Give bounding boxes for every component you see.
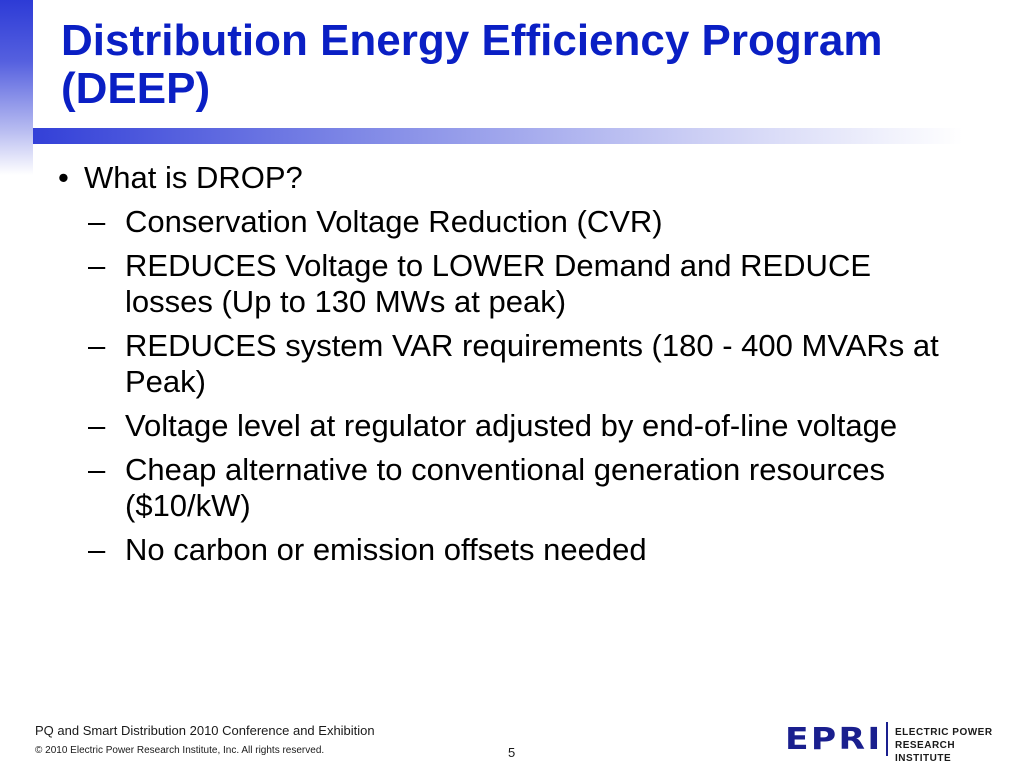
slide-title: Distribution Energy Efficiency Program (…	[61, 16, 883, 113]
sub-bullet-text: Voltage level at regulator adjusted by e…	[125, 408, 898, 443]
sub-bullet-dash: –	[88, 532, 106, 567]
bullet-text: What is DROP?	[84, 160, 303, 195]
sub-bullet-item: – REDUCES system VAR requirements (180 -…	[58, 328, 958, 400]
sub-bullet-text: No carbon or emission offsets needed	[125, 532, 647, 567]
footer-conference: PQ and Smart Distribution 2010 Conferenc…	[35, 723, 375, 738]
left-accent-band	[0, 0, 33, 175]
title-underline-gradient	[33, 128, 963, 144]
logo-wordmark: ELECTRIC POWER RESEARCH INSTITUTE	[895, 726, 1000, 765]
sub-bullet-text: Conservation Voltage Reduction (CVR)	[125, 204, 663, 239]
bullet-item: • What is DROP?	[58, 160, 958, 196]
logo-line-1: ELECTRIC POWER	[895, 727, 993, 738]
footer-copyright: © 2010 Electric Power Research Institute…	[35, 745, 325, 756]
sub-bullet-item: – Conservation Voltage Reduction (CVR)	[58, 204, 958, 240]
sub-bullet-text: REDUCES Voltage to LOWER Demand and REDU…	[125, 248, 872, 319]
page-number: 5	[508, 745, 516, 760]
sub-bullet-dash: –	[88, 328, 106, 363]
logo-line-2: RESEARCH INSTITUTE	[895, 740, 956, 764]
sub-bullet-dash: –	[88, 452, 106, 487]
epri-logo: EPRI ELECTRIC POWER RESEARCH INSTITUTE	[785, 720, 1000, 764]
sub-bullet-dash: –	[88, 408, 106, 443]
epri-logo-mark: EPRI	[785, 722, 883, 757]
sub-bullet-text: REDUCES system VAR requirements (180 - 4…	[125, 328, 939, 399]
bullet-list: • What is DROP? – Conservation Voltage R…	[58, 160, 958, 576]
sub-bullet-text: Cheap alternative to conventional genera…	[125, 452, 885, 523]
sub-bullet-item: – REDUCES Voltage to LOWER Demand and RE…	[58, 248, 958, 320]
logo-divider	[886, 722, 888, 756]
bullet-marker: •	[58, 160, 69, 195]
sub-bullet-dash: –	[88, 204, 106, 239]
sub-bullet-item: – Voltage level at regulator adjusted by…	[58, 408, 958, 444]
sub-bullet-item: – Cheap alternative to conventional gene…	[58, 452, 958, 524]
sub-bullet-dash: –	[88, 248, 106, 283]
sub-bullet-item: – No carbon or emission offsets needed	[58, 532, 958, 568]
